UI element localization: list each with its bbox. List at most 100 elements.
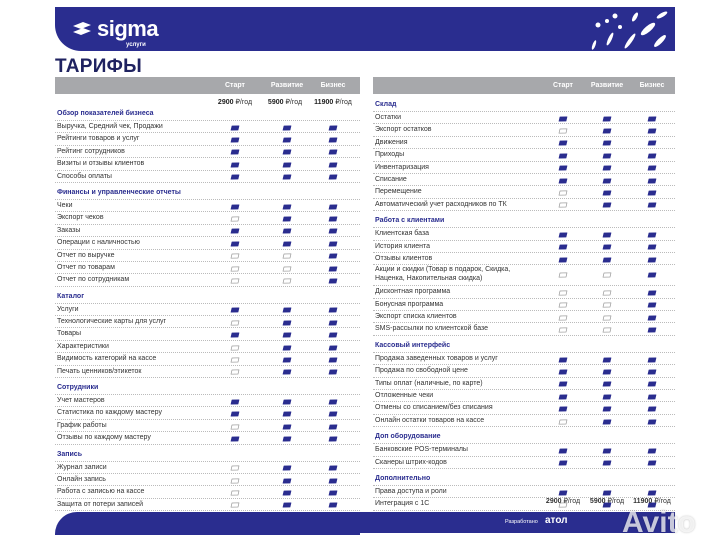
included-icon — [647, 459, 657, 466]
feature-row: Экспорт остатков — [373, 124, 675, 137]
section-title: Сотрудники — [55, 382, 360, 396]
section-title: Склад — [373, 99, 675, 112]
included-icon — [558, 380, 568, 387]
feature-label: Сканеры штрих-кодов — [375, 458, 447, 466]
included-icon — [558, 152, 568, 159]
included-icon — [282, 148, 292, 156]
feature-row: Продажа заведенных товаров и услуг — [373, 353, 675, 366]
sigma-logo-icon — [73, 22, 91, 35]
included-icon — [282, 306, 292, 313]
included-icon — [558, 256, 568, 263]
included-icon — [602, 127, 612, 134]
feature-row: Сканеры штрих-кодов — [373, 457, 675, 469]
included-icon — [282, 489, 292, 496]
included-icon — [647, 256, 657, 263]
included-icon — [558, 115, 568, 122]
plan-development: Развитие — [270, 82, 304, 89]
not-included-icon — [558, 418, 568, 425]
included-icon — [602, 256, 612, 263]
feature-row: Отзывы клиентов — [373, 253, 675, 266]
feature-row: Защита от потери записей — [55, 499, 360, 512]
header-banner: sigma услуги — [55, 7, 675, 51]
not-included-icon — [230, 215, 240, 222]
section-title: Доп оборудование — [373, 431, 675, 445]
feature-row: Движения — [373, 137, 675, 150]
included-icon — [647, 447, 657, 454]
feature-row: Продажа по свободной цене — [373, 365, 675, 378]
feature-row: Отмены со списанием/без списания — [373, 402, 675, 415]
feature-row: Акции и скидки (Товар в подарок, Скидка,… — [373, 265, 675, 287]
feature-label: Технологические карты для услуг — [57, 318, 167, 326]
table-header: Старт Развитие Бизнес — [373, 77, 675, 94]
feature-row: Визиты и отзывы клиентов — [55, 158, 360, 171]
feature-row: Характеристики — [55, 341, 360, 354]
not-included-icon — [230, 319, 240, 326]
included-icon — [282, 410, 292, 417]
included-icon — [230, 435, 240, 442]
included-icon — [647, 201, 657, 208]
included-icon — [647, 272, 657, 278]
feature-label: Автоматический учет расходников по ТК — [375, 200, 507, 208]
included-icon — [647, 231, 657, 238]
included-icon — [328, 501, 338, 509]
included-icon — [647, 418, 657, 425]
included-icon — [647, 127, 657, 134]
feature-row: Онлайн остатки товаров на кассе — [373, 415, 675, 428]
feature-row: Экспорт чеков — [55, 212, 360, 225]
included-icon — [328, 252, 338, 259]
included-icon — [328, 344, 338, 351]
footer-bar-right — [360, 512, 675, 533]
feature-label: Продажа по свободной цене — [375, 367, 468, 375]
feature-label: Акции и скидки (Товар в подарок, Скидка,… — [375, 266, 511, 282]
feature-row: Права доступа и роли — [373, 486, 675, 499]
not-included-icon — [230, 356, 240, 363]
included-icon — [328, 356, 338, 363]
included-icon — [558, 139, 568, 147]
feature-row: Рейтинг сотрудников — [55, 146, 360, 159]
not-included-icon — [230, 252, 240, 259]
brand-name: sigma — [97, 16, 159, 41]
included-icon — [282, 227, 292, 234]
feature-label: Приходы — [375, 151, 405, 159]
included-icon — [558, 447, 568, 454]
not-included-icon — [602, 289, 612, 296]
feature-row: Работа с записью на кассе — [55, 486, 360, 499]
feature-label: Рейтинги товаров и услуг — [57, 135, 140, 143]
included-icon — [328, 398, 338, 405]
section-title: Каталог — [55, 291, 360, 304]
included-icon — [230, 410, 240, 417]
feature-row: Приходы — [373, 149, 675, 162]
feature-row: Онлайн запись — [55, 474, 360, 487]
included-icon — [282, 464, 292, 471]
included-icon — [282, 319, 292, 326]
included-icon — [647, 301, 657, 308]
included-icon — [647, 189, 657, 196]
feature-label: Клиентская база — [375, 230, 430, 238]
included-icon — [602, 489, 612, 496]
included-icon — [328, 410, 338, 417]
not-included-icon — [602, 314, 612, 321]
feature-label: Услуги — [57, 305, 79, 313]
feature-row: Рейтинги товаров и услуг — [55, 133, 360, 146]
included-icon — [230, 148, 240, 156]
included-icon — [647, 243, 657, 250]
feature-label: Онлайн остатки товаров на кассе — [375, 416, 485, 424]
not-included-icon — [558, 326, 568, 333]
included-icon — [282, 124, 292, 131]
included-icon — [602, 356, 612, 363]
included-icon — [602, 152, 612, 159]
included-icon — [230, 124, 240, 131]
feature-row: Типы оплат (наличные, по карте) — [373, 378, 675, 391]
decorative-pattern-icon — [591, 11, 668, 50]
feature-label: SMS-рассылки по клиентской базе — [375, 325, 489, 333]
included-icon — [328, 368, 338, 375]
feature-row: SMS-рассылки по клиентской базе — [373, 323, 675, 336]
included-icon — [558, 405, 568, 412]
feature-label: Отчет по сотрудникам — [57, 276, 130, 284]
feature-label: Инвентаризация — [375, 163, 429, 171]
feature-label: Экспорт остатков — [375, 126, 432, 134]
plan-start: Старт — [553, 82, 573, 89]
included-icon — [328, 227, 338, 234]
included-icon — [602, 115, 612, 122]
included-icon — [602, 447, 612, 454]
